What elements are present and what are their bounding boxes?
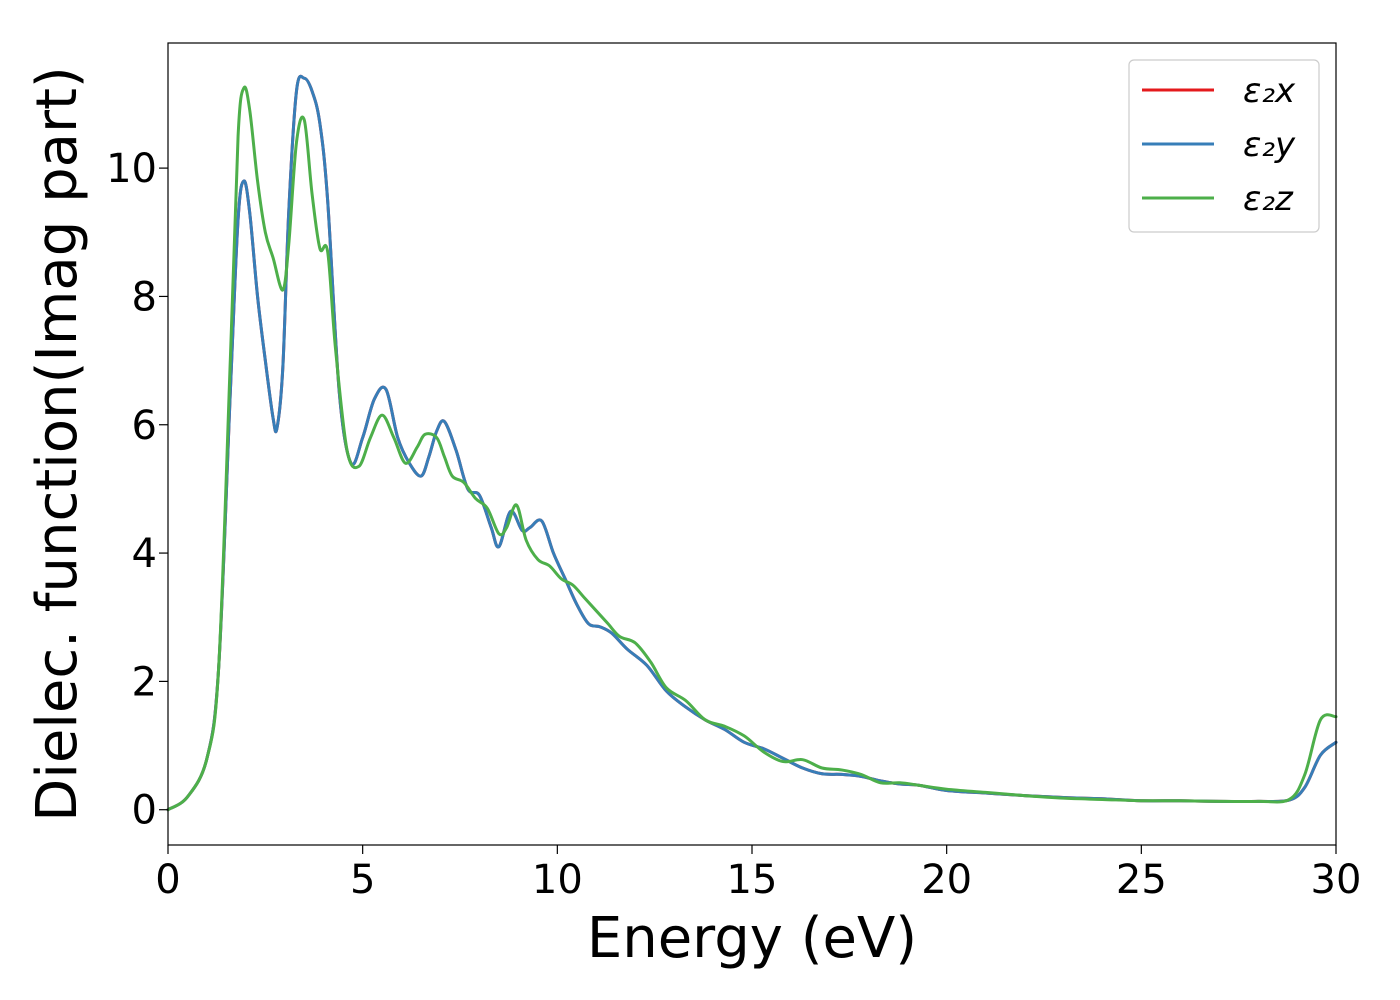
x-tick-label: 10: [532, 857, 583, 903]
x-tick-label: 30: [1311, 857, 1362, 903]
legend-label-e2y: ε₂y: [1243, 125, 1296, 165]
legend: ε₂x ε₂y ε₂z: [1128, 59, 1320, 233]
x-tick-label: 0: [155, 857, 180, 903]
legend-label-e2x: ε₂x: [1243, 71, 1296, 111]
series-layer: [166, 74, 1338, 812]
x-tick-label: 20: [921, 857, 972, 903]
y-axis-label: Dielec. function(Imag part): [25, 66, 90, 822]
y-tick-label: 4: [132, 531, 157, 577]
x-axis-ticks: 0 5 10 15 20 25 30: [155, 845, 1361, 903]
x-tick-label: 5: [350, 857, 375, 903]
y-tick-label: 8: [132, 274, 157, 320]
y-tick-label: 6: [132, 403, 157, 449]
legend-box: [1128, 59, 1320, 233]
x-axis-label: Energy (eV): [587, 906, 917, 971]
legend-label-e2z: ε₂z: [1243, 179, 1294, 219]
y-tick-label: 0: [132, 788, 157, 834]
y-axis-ticks: 0 2 4 6 8 10: [106, 146, 168, 834]
series-line-e2z: [166, 85, 1338, 812]
y-tick-label: 10: [106, 146, 157, 192]
x-tick-label: 25: [1116, 857, 1167, 903]
x-tick-label: 15: [727, 857, 778, 903]
y-tick-label: 2: [132, 659, 157, 705]
